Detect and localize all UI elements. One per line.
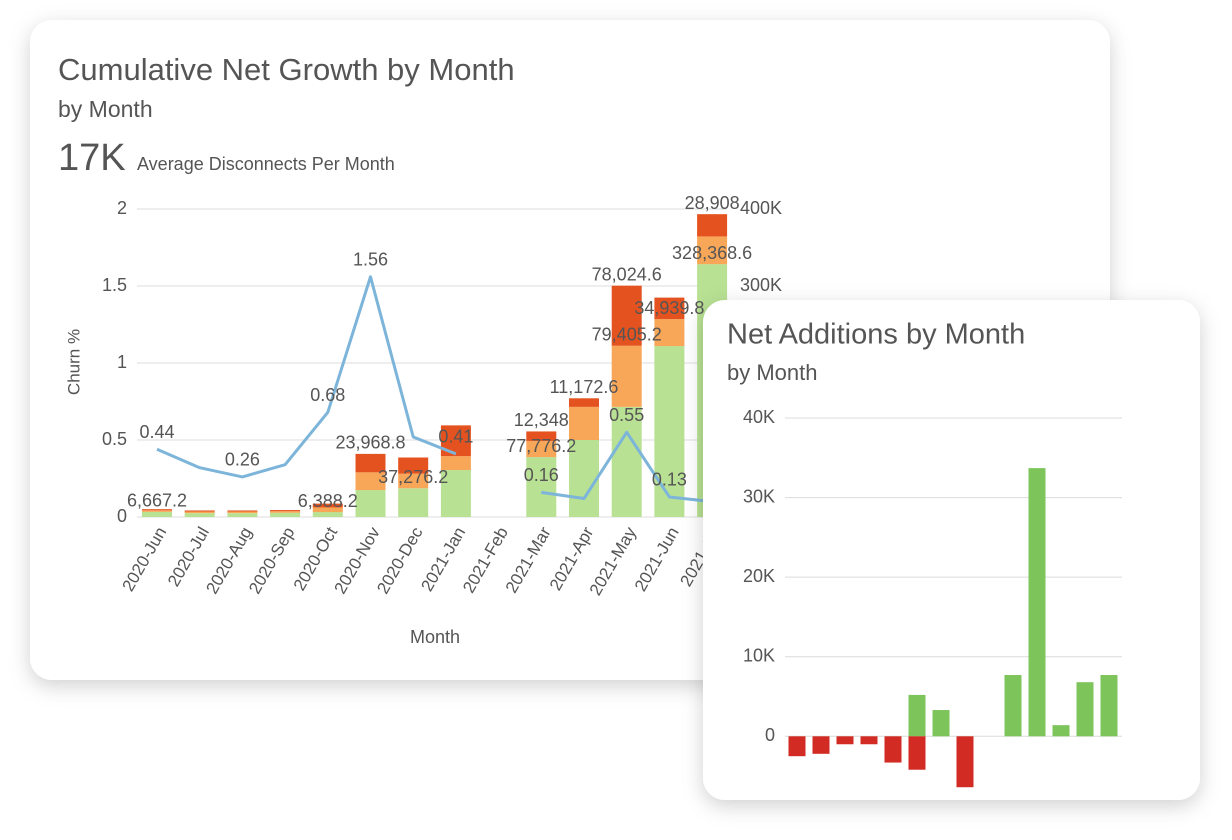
bar-segment	[270, 512, 301, 517]
y-tick-label: 1.5	[102, 275, 127, 295]
data-label: 0.13	[652, 470, 687, 490]
line	[156, 275, 457, 479]
bar-segment	[611, 285, 642, 346]
data-label: 6,388.2	[298, 491, 358, 511]
bar-segment	[654, 319, 685, 347]
bar-segment	[569, 398, 599, 407]
bar-segment	[654, 346, 685, 517]
bar-segment	[836, 736, 854, 745]
chart-title: Net Additions by Month	[727, 319, 1025, 351]
y-tick-label: 0.5	[102, 429, 127, 449]
bar-segment	[227, 513, 258, 517]
bar-segment	[1052, 725, 1070, 737]
bar-segment	[1076, 682, 1094, 737]
bar-segment	[398, 473, 429, 489]
bar-segment	[884, 736, 902, 763]
bar-segment	[569, 440, 599, 517]
bar-segment	[227, 511, 258, 514]
y-tick-label: 1	[117, 352, 127, 372]
y-tick-label: 0	[765, 725, 775, 745]
data-label: 0.68	[310, 385, 345, 405]
kpi-label: Average Disconnects Per Month	[137, 154, 395, 174]
bar-segment	[697, 236, 728, 265]
bar-segment	[697, 214, 728, 237]
bar-segment	[654, 297, 685, 320]
data-label: 0.44	[139, 422, 174, 442]
data-label: 23,968.8	[335, 433, 405, 453]
bar-segment	[1100, 675, 1118, 737]
data-label: 6,667.2	[127, 491, 187, 511]
data-label: 77,776.2	[506, 436, 576, 456]
data-label: 78,024.6	[592, 264, 662, 284]
bar-segment	[440, 470, 471, 517]
bar-segment	[812, 736, 830, 754]
bar-segment	[355, 490, 386, 517]
bar-segment	[611, 406, 642, 517]
bar-segment	[1028, 468, 1046, 737]
y-tick-label: 30K	[743, 486, 775, 506]
data-label: 0.55	[609, 405, 644, 425]
bar-segment	[932, 710, 950, 737]
data-label: 28,908	[685, 193, 740, 213]
data-label: 0.26	[225, 450, 260, 470]
data-label: 0.41	[438, 427, 473, 447]
bar-segment	[184, 513, 215, 517]
y-tick-label: 20K	[743, 566, 775, 586]
bar-segment	[312, 503, 343, 508]
bar-segment	[1004, 675, 1022, 737]
bar-segment	[908, 694, 926, 737]
bar-segment	[184, 510, 215, 512]
bar-segment	[398, 457, 429, 474]
bar-segment	[526, 440, 557, 458]
bar-segment	[142, 509, 172, 511]
data-label: 34,939.8	[634, 298, 704, 318]
bar-segment	[184, 511, 215, 514]
data-label: 37,276.2	[378, 467, 448, 487]
bar-segment	[440, 456, 471, 471]
y-axis-label: Churn %	[64, 329, 83, 395]
bar-segment	[788, 736, 806, 757]
bar-segment	[270, 510, 301, 512]
chart-subtitle: by Month	[58, 96, 153, 122]
x-axis-label: Month	[410, 627, 460, 647]
bar-segment	[227, 510, 258, 512]
bar-segment	[142, 511, 172, 517]
y2-tick-label: 300K	[740, 275, 782, 295]
additions-card: Net Additions by Month by Month 0 10K 20K 3…	[703, 300, 1200, 800]
data-label: 328,368.6	[672, 243, 752, 263]
bar-segment	[908, 736, 926, 770]
bar-segment	[611, 345, 642, 407]
y-tick-label: 0	[117, 506, 127, 526]
data-label: 11,172.6	[550, 377, 619, 397]
y-tick-label: 10K	[743, 645, 775, 665]
bar-segment	[526, 457, 557, 517]
line	[541, 430, 713, 504]
data-label: 79,405.2	[592, 324, 662, 344]
y2-tick-label: 400K	[740, 198, 782, 218]
y-tick-label: 40K	[743, 407, 775, 427]
bar-segment	[270, 511, 301, 513]
bar-segment	[569, 406, 599, 440]
bar-segment	[956, 736, 974, 788]
data-label: 0.16	[524, 465, 559, 485]
y-tick-label: 2	[117, 198, 127, 218]
bar-segment	[398, 488, 429, 517]
bar-segment	[860, 736, 878, 745]
bar-segment	[355, 453, 386, 473]
chart-subtitle: by Month	[727, 360, 818, 385]
chart-title: Cumulative Net Growth by Month	[58, 52, 515, 87]
bar-segment	[526, 431, 557, 441]
card	[703, 300, 1200, 800]
bar-segment	[355, 472, 386, 491]
data-label: 1.56	[353, 250, 388, 270]
data-label: 12,348	[514, 410, 569, 430]
kpi-value: 17K	[58, 137, 126, 179]
plot: 0 10K 20K 30K 40K	[743, 407, 1122, 788]
bar-segment	[312, 512, 343, 517]
bar-segment	[312, 507, 343, 513]
bar-segment	[142, 510, 172, 512]
